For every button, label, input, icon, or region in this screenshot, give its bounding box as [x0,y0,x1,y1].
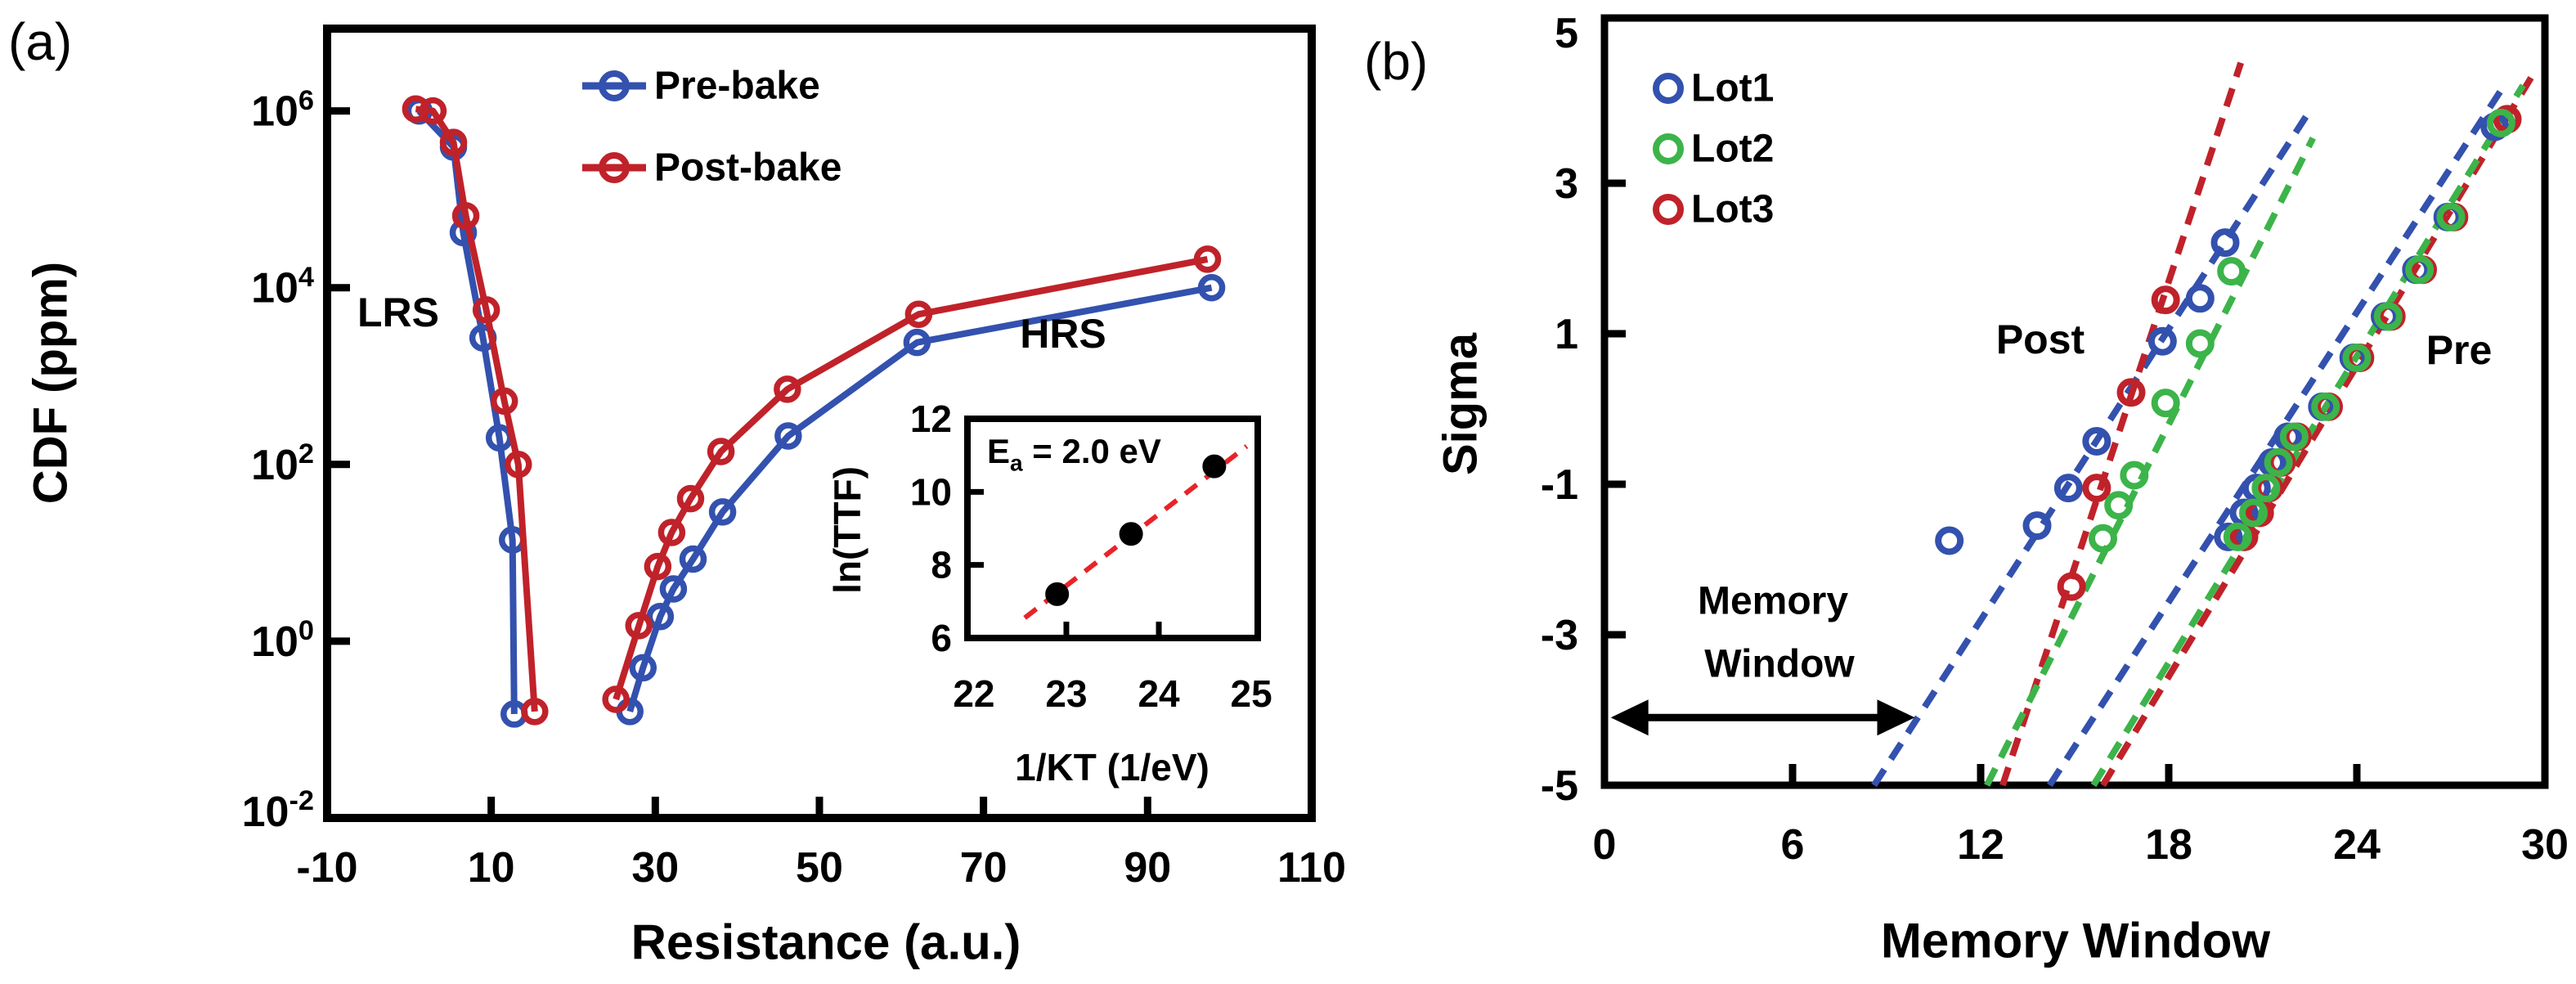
pre-group-label: Pre [2426,327,2493,373]
panel-b-x-tick-label: 12 [1957,821,2004,869]
memory-window-note-line2: Window [1704,642,1855,686]
inset-x-tick-label: 22 [953,672,994,715]
ea-subscript: a [1010,450,1023,476]
lrs-region-label: LRS [357,290,439,335]
panel-b-x-axis-title: Memory Window [1880,913,2271,968]
panel-b-y-tick-label: 3 [1555,160,1578,208]
inset-y-axis-title: ln(TTF) [826,466,868,594]
ea-value: = 2.0 eV [1022,432,1161,470]
panel-b-y-tick-label: 5 [1555,10,1578,57]
inset-x-axis-title: 1/KT (1/eV) [1015,746,1209,789]
memory-window-note-line1: Memory [1697,579,1849,623]
memory-window-arrow-left-head [1610,699,1649,736]
panel-a-x-tick-label: 110 [1277,844,1346,892]
panel-a-x-tick-label: 30 [631,844,679,892]
post-group-label: Post [1995,317,2085,362]
panel-a-y-axis-title: CDF (ppm) [24,261,78,505]
panel-a-x-axis-title: Resistance (a.u.) [631,914,1021,970]
legend-b-lot2-label: Lot2 [1691,127,1775,171]
legend-b-lot3-label: Lot3 [1691,187,1775,231]
memory-window-arrow-right-head [1877,699,1915,736]
panel-a-x-tick-label: 50 [796,844,843,892]
panel-a-x-tick-label: 70 [960,844,1008,892]
panel-b-x-tick-label: 30 [2521,821,2569,869]
panel-a-x-tick-label: 10 [468,844,515,892]
panel-a-x-tick-label: 90 [1124,844,1171,892]
panel-b-tag: (b) [1364,32,1429,91]
inset-y-tick-label: 12 [910,398,952,440]
panel-b-x-tick-label: 0 [1593,821,1617,869]
panel-b-y-tick-label: -5 [1541,762,1578,810]
panel-b-x-tick-label: 24 [2333,821,2381,869]
legend-a-post-bake-label: Post-bake [654,146,842,190]
inset-y-tick-label: 8 [931,544,952,586]
hrs-region-label: HRS [1020,311,1106,357]
inset-x-tick-label: 25 [1231,672,1272,715]
panel-a-tag: (a) [8,12,73,71]
panel-a-y-tick-label: 102 [251,438,314,489]
panel-b-y-axis-title: Sigma [1434,332,1488,476]
panel-b-x-tick-label: 18 [2145,821,2192,869]
legend-b-lot1-label: Lot1 [1691,66,1775,110]
inset-x-tick-label: 24 [1138,672,1180,715]
inset-ea-label: Ea = 2.0 eV [987,432,1161,476]
panel-a-x-tick-label: -10 [296,844,357,892]
panel-b-y-tick-label: -1 [1541,461,1578,509]
panel-b-x-tick-label: 6 [1781,821,1805,869]
inset-x-tick-label: 23 [1045,672,1087,715]
panel-b-y-tick-label: -3 [1541,612,1578,659]
legend-a-pre-bake-label: Pre-bake [654,64,820,108]
inset-y-tick-label: 10 [910,470,952,513]
inset-y-tick-label: 6 [931,617,952,659]
ea-symbol: E [987,432,1011,470]
panel-b-y-tick-label: 1 [1555,311,1578,358]
